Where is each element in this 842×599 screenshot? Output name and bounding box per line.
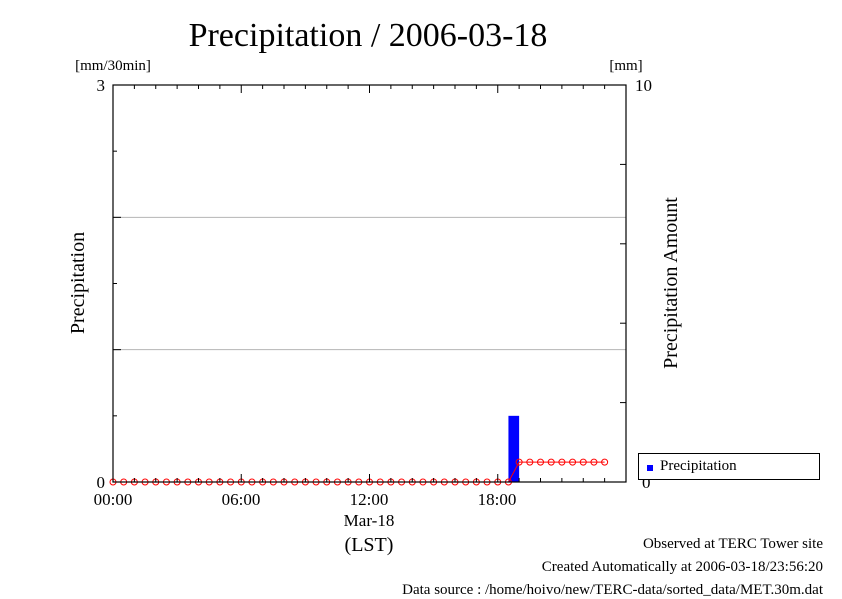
footer-created: Created Automatically at 2006-03-18/23:5… [541,559,823,575]
legend-swatch-precipitation [647,465,653,471]
precipitation-amount-point [569,458,577,466]
y2-tick-label-top: 10 [635,76,652,95]
legend-label-precipitation: Precipitation [660,458,737,474]
precipitation-bars [508,415,520,482]
y-axis-unit-right: [mm] [609,58,642,74]
x-tick-label-0600: 06:00 [222,490,261,509]
plot-axes [112,84,627,483]
y2-tick-label-bottom: 0 [642,473,651,492]
grid-lines [113,216,626,351]
precipitation-amount-point [537,458,544,466]
precipitation-amount-point [601,458,609,466]
y-axis-label-left: Precipitation [67,232,89,334]
y-axis-unit-left: [mm/30min] [75,58,151,74]
x-tick-label-1200: 12:00 [350,490,389,509]
y-tick-label-top-left: 3 [97,76,106,95]
footer-observed: Observed at TERC Tower site [642,536,823,552]
y-axis-label-right: Precipitation Amount [660,197,682,369]
x-timezone-label: (LST) [345,534,394,556]
plot-frame [112,84,627,483]
x-tick-label-1800: 18:00 [478,490,517,509]
precipitation-amount-point [526,458,534,466]
precipitation-amount-series [109,458,609,486]
precipitation-amount-point [515,458,523,466]
precipitation-amount-point [579,458,587,466]
legend: Precipitation [638,453,820,480]
x-tick-label-0000: 00:00 [94,490,133,509]
footer-source: Data source : /home/hoivo/new/TERC-data/… [402,582,823,598]
precipitation-amount-point [547,458,555,466]
precipitation-amount-point [558,458,566,466]
chart-title: Precipitation / 2006-03-18 [189,17,548,54]
x-date-label: Mar-18 [344,511,395,530]
y-tick-label-bottom-left: 0 [97,473,106,492]
precipitation-amount-point [590,458,598,466]
precipitation-bar [508,415,520,482]
